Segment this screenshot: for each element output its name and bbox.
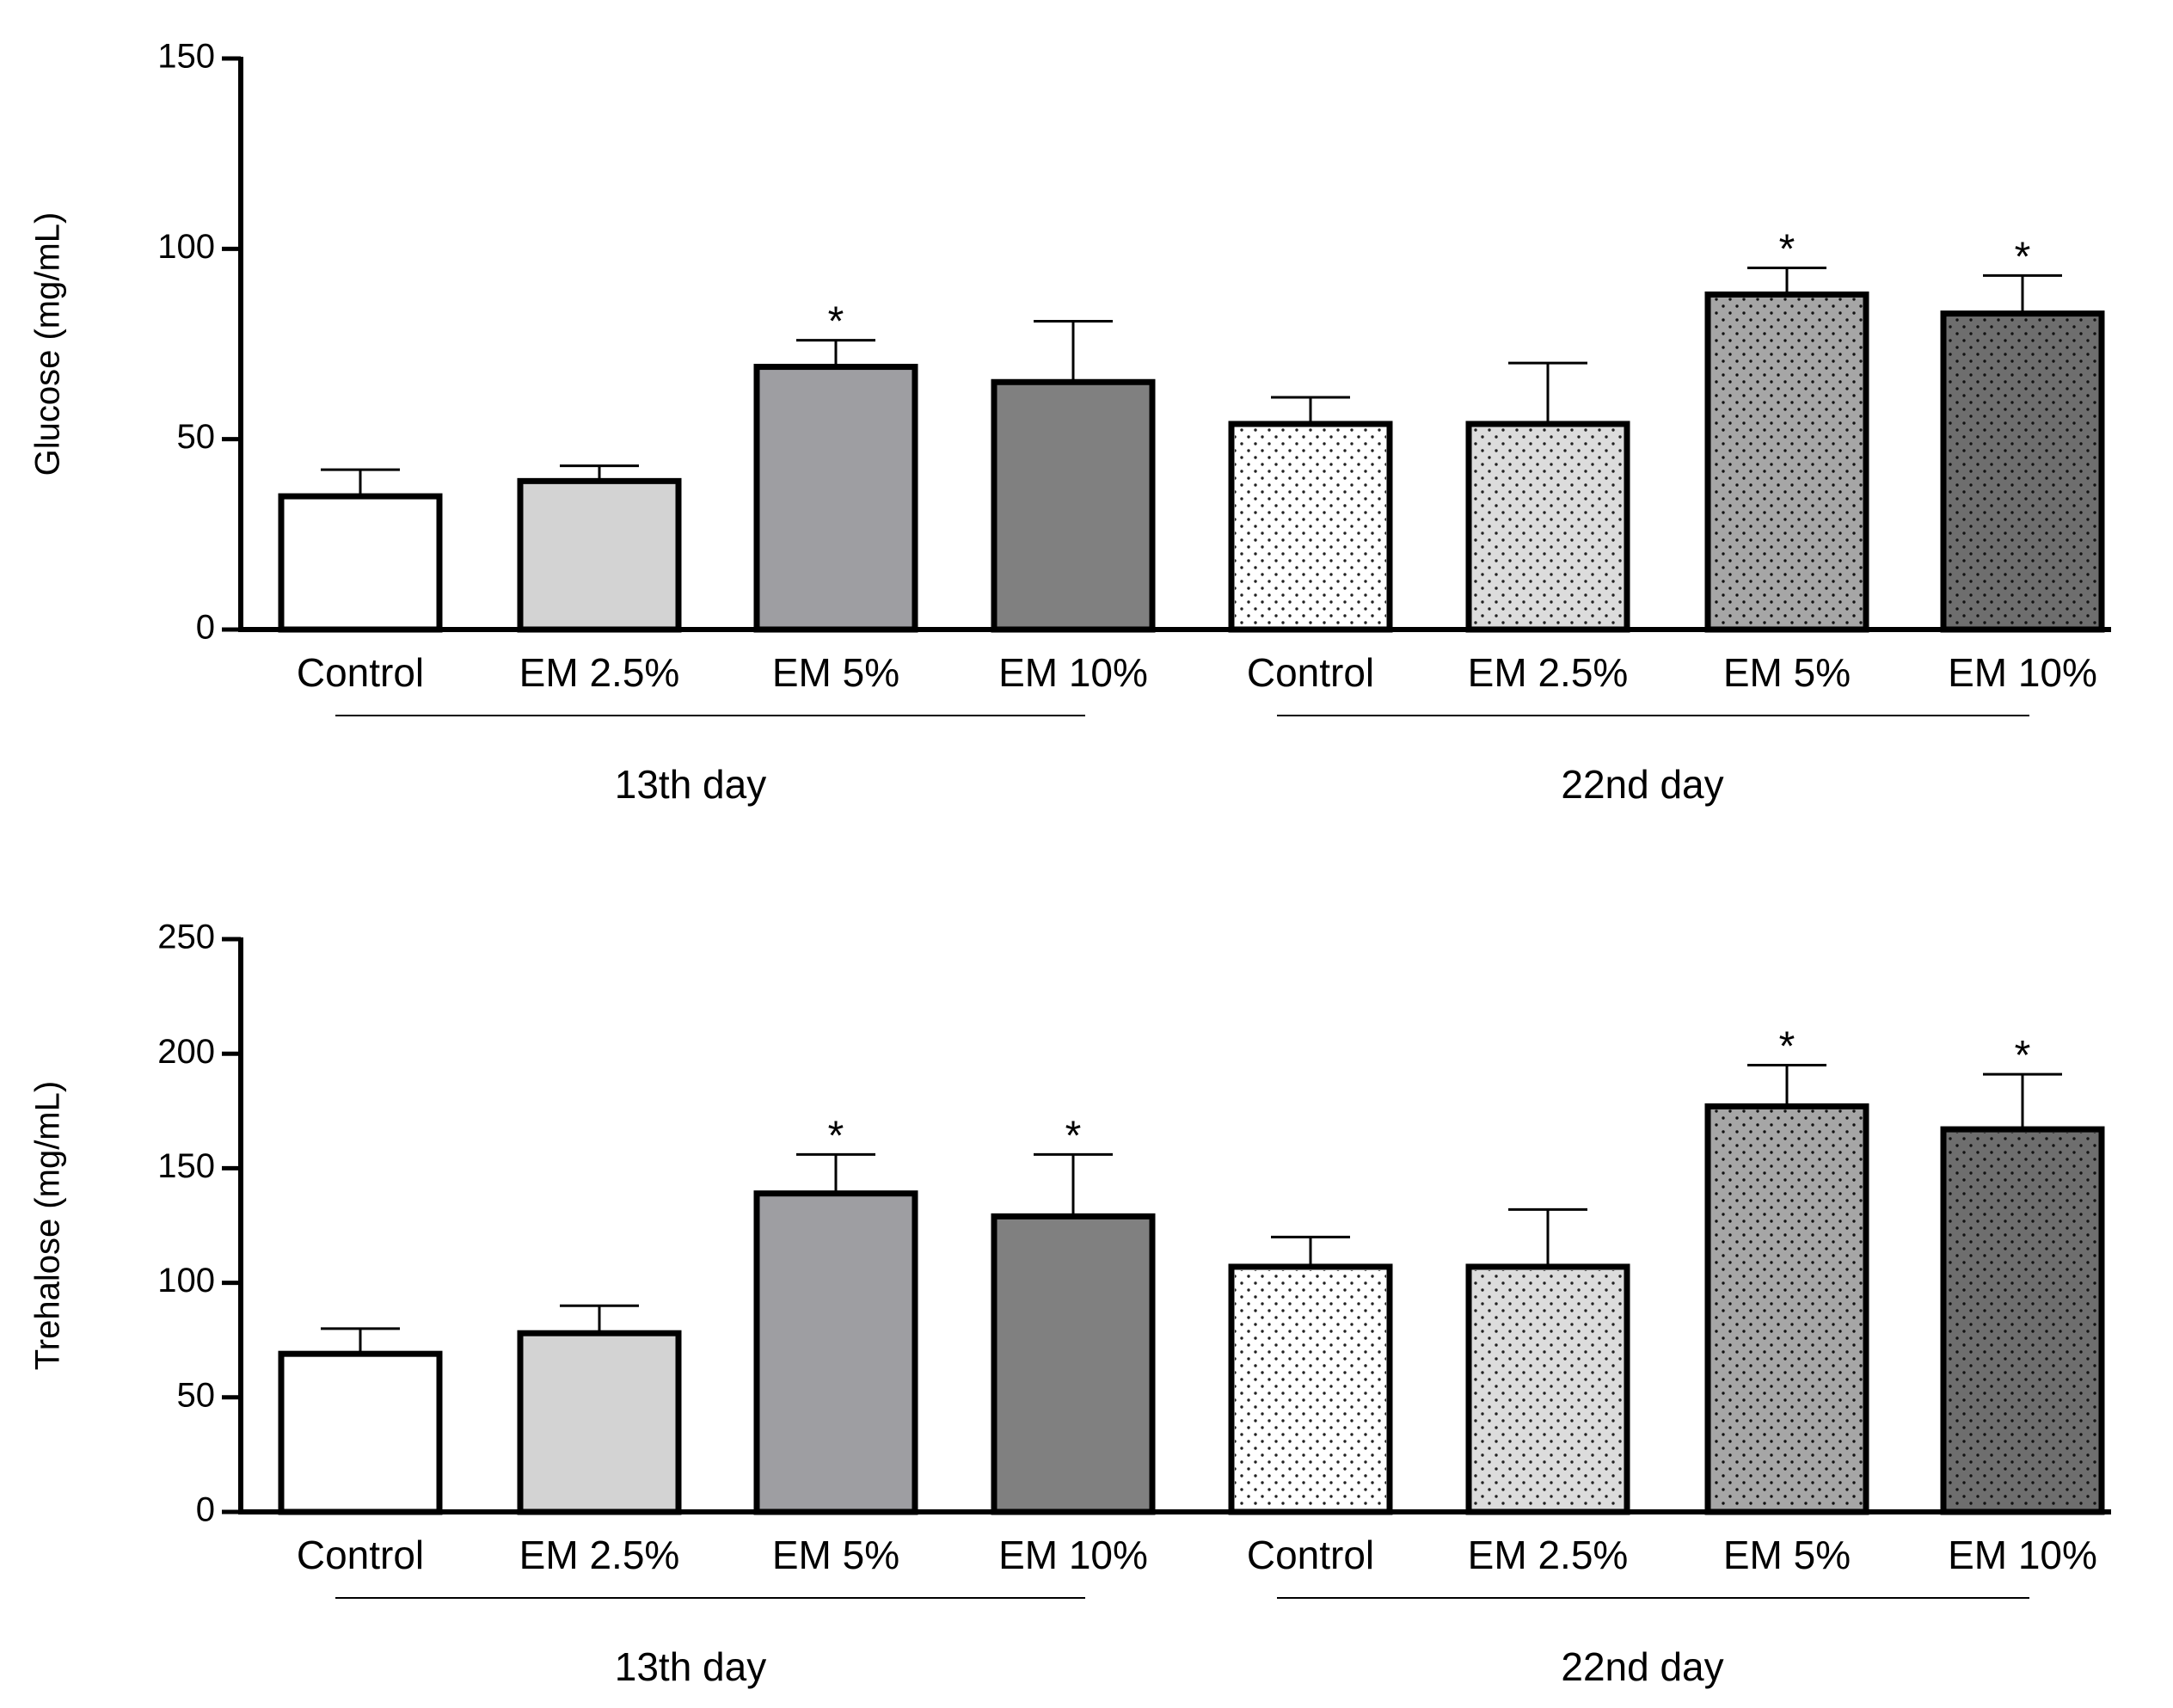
category-label: EM 10% — [1948, 650, 2097, 695]
group-label: 13th day — [615, 762, 766, 807]
significance-mark: * — [1779, 226, 1795, 272]
category-label: EM 2.5% — [1468, 650, 1629, 695]
trehalose-panel: Trehalose (mg/mL) 0 50 100 150 200 250 Control E… — [29, 919, 2111, 1689]
bar-pattern — [1947, 1133, 2098, 1508]
y-tick-label: 100 — [157, 228, 215, 266]
bar — [278, 493, 443, 633]
group-label: 22nd day — [1561, 762, 1723, 807]
group-label: 22nd day — [1561, 1644, 1723, 1689]
bar — [991, 378, 1156, 633]
y-tick-label: 250 — [157, 919, 215, 956]
bar-pattern — [1947, 316, 2098, 626]
category-label: Control — [1247, 1533, 1374, 1577]
y-tick-label: 150 — [157, 38, 215, 76]
category-label: EM 5% — [1723, 650, 1851, 695]
bar-pattern — [1235, 427, 1386, 626]
bar-pattern — [1711, 298, 1863, 626]
significance-mark: * — [828, 299, 844, 345]
bar — [278, 1350, 443, 1515]
y-axis-label: Trehalose (mg/mL) — [29, 1081, 67, 1370]
y-tick-label: 150 — [157, 1147, 215, 1185]
category-label: Control — [1247, 650, 1374, 695]
category-label: Control — [297, 650, 424, 695]
significance-mark: * — [2015, 234, 2031, 280]
y-tick-label: 100 — [157, 1262, 215, 1299]
y-tick-label: 50 — [177, 1376, 216, 1414]
significance-mark: * — [1779, 1024, 1795, 1070]
bar — [517, 1330, 682, 1515]
bar-pattern — [1235, 1269, 1386, 1508]
group-label: 13th day — [615, 1644, 766, 1689]
category-label: EM 5% — [772, 650, 899, 695]
significance-mark: * — [2015, 1033, 2031, 1078]
category-label: EM 2.5% — [1468, 1533, 1629, 1577]
glucose-panel: Glucose (mg/mL) 0 50 100 150 Control EM 2.5% * E… — [29, 38, 2111, 807]
bar-pattern — [1711, 1109, 1863, 1508]
significance-mark: * — [828, 1113, 844, 1158]
bar — [991, 1213, 1156, 1515]
significance-mark: * — [1065, 1113, 1082, 1158]
category-label: EM 2.5% — [519, 650, 680, 695]
category-label: EM 10% — [998, 650, 1148, 695]
y-tick-label: 0 — [196, 1491, 215, 1529]
category-label: EM 10% — [998, 1533, 1148, 1577]
bar-pattern — [1472, 427, 1624, 626]
bar-pattern — [1472, 1269, 1624, 1508]
y-tick-label: 200 — [157, 1033, 215, 1071]
category-label: Control — [297, 1533, 424, 1577]
bar — [753, 364, 918, 633]
y-axis-label: Glucose (mg/mL) — [29, 212, 67, 476]
category-label: EM 10% — [1948, 1533, 2097, 1577]
bar — [517, 477, 682, 633]
y-tick-label: 50 — [177, 418, 216, 456]
y-tick-label: 0 — [196, 609, 215, 647]
bar — [753, 1190, 918, 1515]
category-label: EM 5% — [772, 1533, 899, 1577]
category-label: EM 5% — [1723, 1533, 1851, 1577]
category-label: EM 2.5% — [519, 1533, 680, 1577]
